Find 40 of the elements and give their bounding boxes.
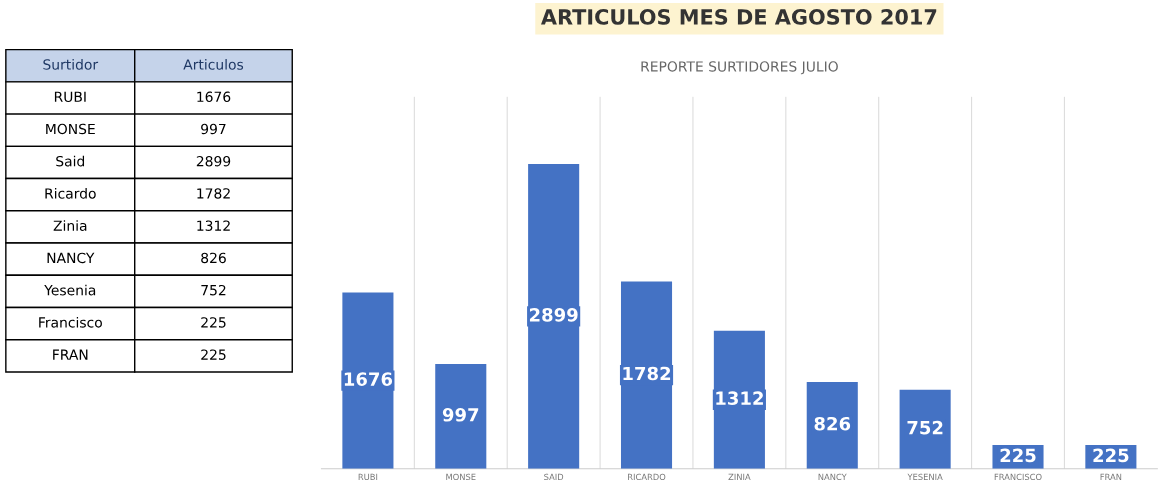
data-label: 752 [201,284,226,296]
category-label: Francisco [39,316,102,328]
x-tick-label: RUBI [358,473,378,481]
category-label: Said [56,155,85,167]
data-label: 1676 [197,91,231,102]
x-tick-label: YESENIA [907,473,943,481]
data-label: 1312 [716,391,763,406]
category-label: Zinia [53,220,87,231]
x-tick-label: SAID [544,473,564,481]
data-label: 997 [442,407,479,422]
chart-title: ARTICULOS MES DE AGOSTO 2017 [541,9,937,25]
data-label: 1312 [197,220,230,231]
x-tick-label: FRAN [1100,473,1122,480]
data-label: 826 [201,252,226,264]
category-label: Yesenia [44,284,96,296]
text: Articulos [183,59,244,70]
data-label: 997 [201,123,226,135]
category-label: FRAN [53,349,88,360]
x-tick-label: FRANCISCO [994,473,1042,481]
data-label: 225 [1093,448,1129,463]
category-label: RUBI [54,91,86,102]
x-tick-label: ZINIA [728,473,751,480]
data-label: 2899 [529,307,578,322]
data-label: 1782 [197,188,230,199]
category-label: MONSE [46,123,95,135]
data-label: 225 [201,317,226,328]
text: Surtidor [43,59,99,70]
category-label: Ricardo [45,187,96,199]
x-tick-label: RICARDO [628,473,666,481]
data-label: 826 [814,416,851,431]
data-label: 2899 [196,155,231,167]
data-label: 225 [1000,448,1036,463]
data-label: 225 [201,349,226,360]
x-tick-label: MONSE [446,473,476,481]
data-label: 752 [907,420,943,435]
data-label: 1782 [623,366,671,381]
chart-subtitle: REPORTE SURTIDORES JULIO [641,61,838,75]
x-tick-label: NANCY [818,473,847,481]
data-label: 1676 [344,372,393,386]
category-label: NANCY [47,252,95,264]
